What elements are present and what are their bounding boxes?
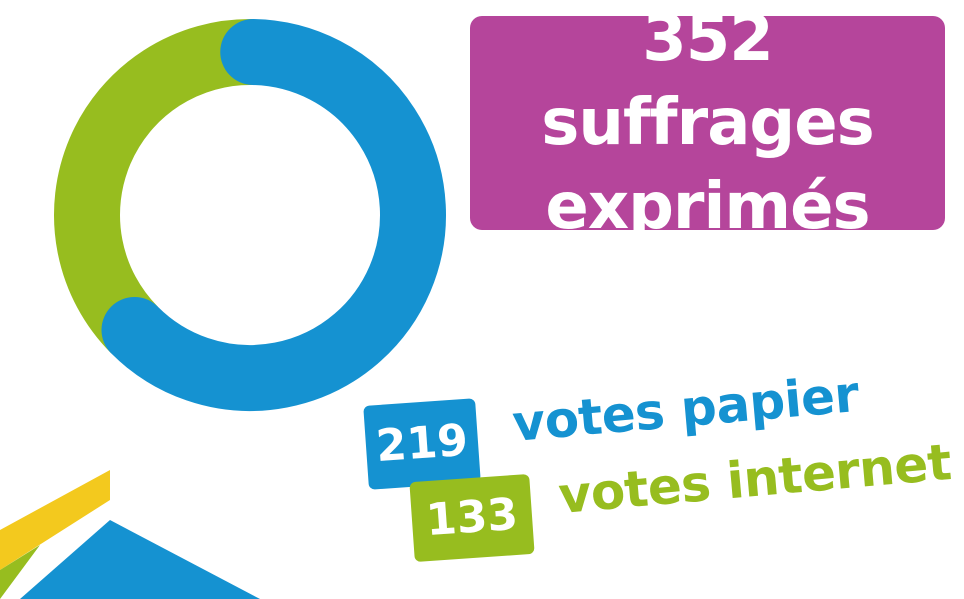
value-label: 219 xyxy=(374,414,470,473)
chart-title: 352 suffrages exprimés xyxy=(470,2,945,244)
value-label: 133 xyxy=(424,488,520,547)
deco-green xyxy=(0,545,40,599)
donut-segment xyxy=(101,19,446,411)
deco-blue xyxy=(20,520,260,599)
deco-yellow xyxy=(0,470,110,570)
title-text: 352 suffrages exprimés xyxy=(541,2,874,244)
donut-segment xyxy=(54,19,254,354)
value-box: 133 xyxy=(409,473,535,563)
value-box: 219 xyxy=(363,398,481,490)
